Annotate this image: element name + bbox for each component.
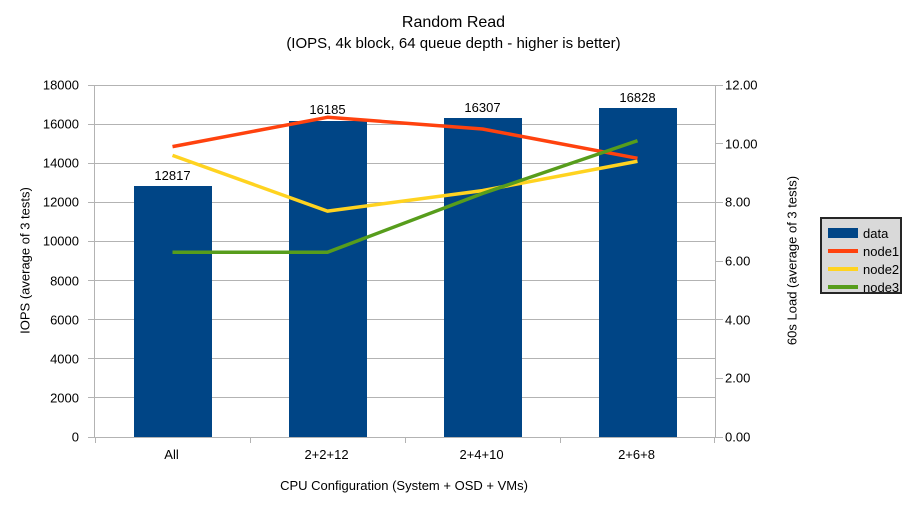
y-axis-left-tick <box>88 358 95 360</box>
x-axis-tick <box>250 437 251 443</box>
y-axis-left-title: IOPS (average of 3 tests) <box>17 187 33 334</box>
bar-value-label: 12817 <box>154 168 191 184</box>
line-series-overlay <box>171 115 639 254</box>
gridline <box>95 319 715 321</box>
y-axis-right-tick-label: 4.00 <box>725 312 751 328</box>
y-axis-left-tick-label: 8000 <box>50 273 79 289</box>
y-axis-right-tick <box>715 436 723 438</box>
y-axis-right-tick <box>715 143 723 145</box>
y-axis-right-title: 60s Load (average of 3 tests) <box>784 175 800 346</box>
chart-subtitle: (IOPS, 4k block, 64 queue depth - higher… <box>286 35 621 52</box>
x-axis-category-label: 2+6+8 <box>618 447 655 462</box>
y-axis-right-tick-label: 10.00 <box>725 136 758 152</box>
legend-line-swatch <box>828 285 858 289</box>
bar-value-label: 16185 <box>309 102 346 118</box>
y-axis-right-tick <box>715 319 723 321</box>
legend-item: node1 <box>822 242 900 260</box>
x-axis-tick <box>714 437 715 443</box>
y-axis-left-tick <box>88 162 95 164</box>
bar <box>443 118 522 437</box>
gridline <box>95 240 715 242</box>
x-axis-tick <box>405 437 406 443</box>
legend-bar-swatch <box>828 228 858 238</box>
y-axis-left-tick <box>88 201 95 203</box>
y-axis-right-tick <box>715 201 723 203</box>
y-axis-right-tick-label: 0.00 <box>725 429 751 445</box>
bar-value-label: 16307 <box>464 100 501 116</box>
legend-line-swatch <box>828 267 858 271</box>
plot-area: 12817 16185 16307 16828 <box>88 84 723 443</box>
y-axis-left-tick <box>88 123 95 125</box>
y-axis-left-tick <box>88 84 95 86</box>
legend-item-label: data <box>863 225 889 241</box>
x-axis-title: CPU Configuration (System + OSD + VMs) <box>280 478 528 493</box>
line-series-node1 <box>172 115 638 161</box>
line-series-node3 <box>172 139 639 254</box>
x-axis-category-label: 2+4+10 <box>459 447 504 462</box>
legend: data node1 node2 node3 <box>820 217 902 294</box>
y-axis-left-tick <box>88 319 95 321</box>
legend-item-label: node2 <box>863 261 900 277</box>
y-axis-left-tick-label: 0 <box>71 429 79 445</box>
legend-item-label: node1 <box>863 243 900 259</box>
y-axis-left-tick-label: 10000 <box>42 233 79 249</box>
y-axis-right-tick <box>715 260 723 262</box>
bar <box>288 120 367 437</box>
gridline <box>95 162 715 164</box>
x-axis-tick <box>95 437 96 443</box>
x-axis-category-label: All <box>164 447 179 462</box>
y-axis-left-tick <box>88 240 95 242</box>
legend-item: node3 <box>822 278 900 296</box>
y-axis-right-tick <box>715 377 723 379</box>
y-axis-right-tick-label: 8.00 <box>725 194 751 210</box>
chart-title: Random Read <box>401 14 506 31</box>
line-series-node2 <box>171 153 638 213</box>
y-axis-right-tick <box>715 84 723 86</box>
y-axis-left-tick-label: 6000 <box>50 312 79 328</box>
y-axis-left-tick-label: 18000 <box>42 77 79 93</box>
y-axis-left-tick-label: 4000 <box>50 351 79 367</box>
y-axis-left-tick <box>88 280 95 282</box>
legend-item: data <box>822 224 900 242</box>
y-axis-left-tick <box>88 436 95 438</box>
y-axis-left-tick <box>88 397 95 399</box>
x-axis-category-label: 2+2+12 <box>304 447 349 462</box>
legend-item-label: node3 <box>863 279 900 295</box>
y-axis-right-tick-label: 6.00 <box>725 253 751 269</box>
gridline <box>95 397 715 399</box>
gridline <box>95 84 715 86</box>
y-axis-left-tick-label: 16000 <box>42 116 79 132</box>
y-axis-left-tick-label: 2000 <box>50 390 79 406</box>
bar-value-label: 16828 <box>619 89 656 105</box>
bar <box>133 186 212 437</box>
y-axis-left-tick-label: 12000 <box>42 194 79 210</box>
x-axis-tick <box>560 437 561 443</box>
y-axis-right-tick-label: 12.00 <box>725 77 758 93</box>
legend-line-swatch <box>828 249 858 253</box>
gridline <box>95 280 715 282</box>
gridline <box>95 358 715 360</box>
legend-item: node2 <box>822 260 900 278</box>
y-axis-right-tick-label: 2.00 <box>725 370 751 386</box>
y-axis-left-tick-label: 14000 <box>42 155 79 171</box>
